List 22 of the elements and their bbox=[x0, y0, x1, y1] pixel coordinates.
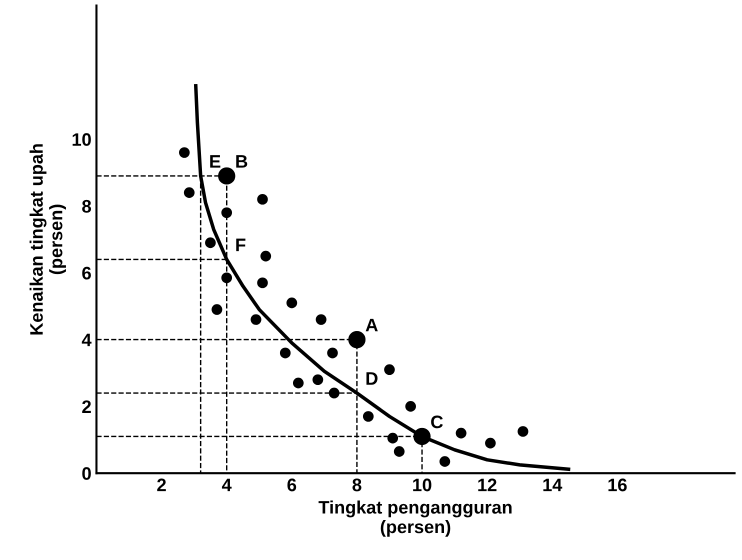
x-tick-label: 6 bbox=[287, 478, 296, 492]
x-tick-label: 16 bbox=[608, 478, 627, 492]
y-tick-label: 4 bbox=[82, 334, 92, 346]
annotation: E bbox=[210, 155, 220, 168]
annotation: F bbox=[236, 238, 246, 252]
x-tick-label: 4 bbox=[222, 478, 232, 492]
x-tick-label: 10 bbox=[413, 478, 432, 492]
annotation: C bbox=[431, 416, 443, 428]
x-tick-label: 14 bbox=[543, 478, 562, 492]
y-tick-label: 6 bbox=[82, 266, 91, 280]
annotation: D bbox=[366, 372, 378, 385]
y-axis-title: Kenaikan tingkat upah (persen) bbox=[30, 144, 66, 334]
y-tick-label: 10 bbox=[72, 133, 91, 146]
x-axis-title: Tingkat pengangguran (persen) bbox=[318, 500, 512, 537]
x-tick-label: 12 bbox=[478, 478, 496, 492]
x-tick-label: 2 bbox=[157, 478, 166, 492]
annotation: B bbox=[236, 155, 248, 168]
x-tick-label: 8 bbox=[352, 478, 362, 492]
y-tick-label: 0 bbox=[82, 467, 91, 480]
y-tick-label: 8 bbox=[82, 200, 92, 213]
y-tick-label: 2 bbox=[82, 400, 91, 413]
annotation: A bbox=[366, 318, 378, 332]
